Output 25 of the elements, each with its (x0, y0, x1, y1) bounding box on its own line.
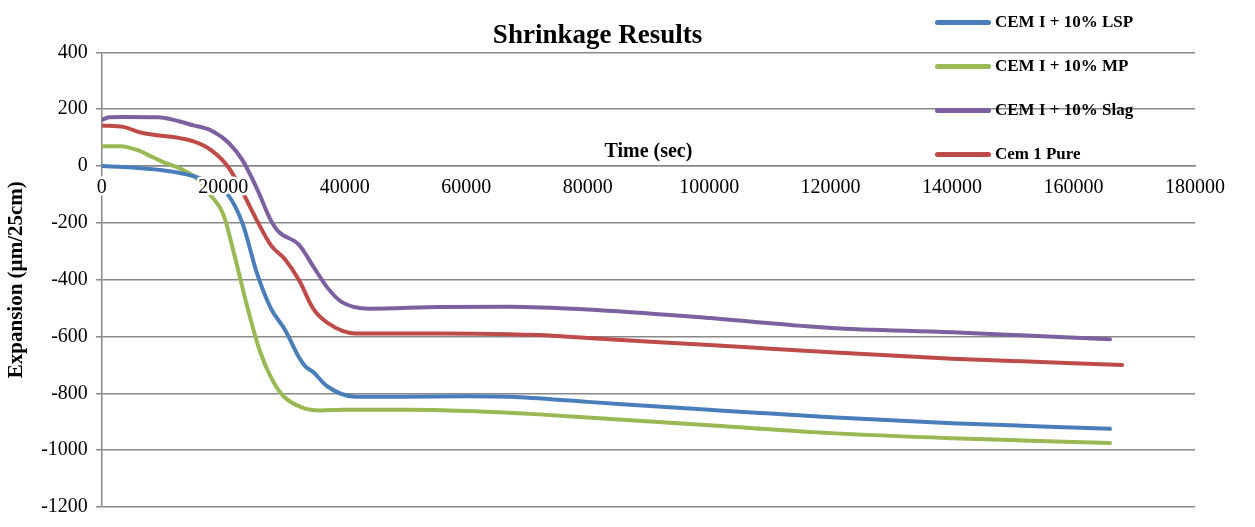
y-tick-label: 0 (77, 153, 88, 176)
y-tick-label: -400 (51, 266, 88, 289)
y-tick-label: 200 (57, 96, 88, 119)
x-tick-label: 0 (96, 175, 107, 198)
y-tick-label: -600 (51, 323, 88, 346)
chart-title: Shrinkage Results (492, 19, 703, 50)
y-tick-label: -1200 (41, 494, 88, 517)
x-tick-label: 60000 (441, 175, 492, 198)
x-tick-label: 180000 (1165, 175, 1225, 198)
x-tick-label: 80000 (562, 175, 613, 198)
y-tick-label: -200 (51, 210, 88, 233)
legend-label: CEM I + 10% MP (995, 56, 1129, 76)
y-tick-label: 400 (57, 39, 88, 62)
x-tick-label: 120000 (800, 175, 861, 198)
y-tick-label: -800 (51, 380, 88, 403)
x-tick-label: 40000 (319, 175, 370, 198)
legend-label: CEM I + 10% LSP (995, 12, 1134, 32)
y-axis-title: Expansion (µm/25cm) (3, 181, 28, 379)
legend-label: Cem 1 Pure (995, 144, 1081, 164)
y-tick-label: -1000 (41, 437, 88, 460)
x-tick-label: 160000 (1043, 175, 1104, 198)
x-axis-title: Time (sec) (604, 139, 693, 163)
legend-label: CEM I + 10% Slag (995, 100, 1134, 120)
x-tick-label: 140000 (922, 175, 983, 198)
x-tick-label: 100000 (679, 175, 740, 198)
